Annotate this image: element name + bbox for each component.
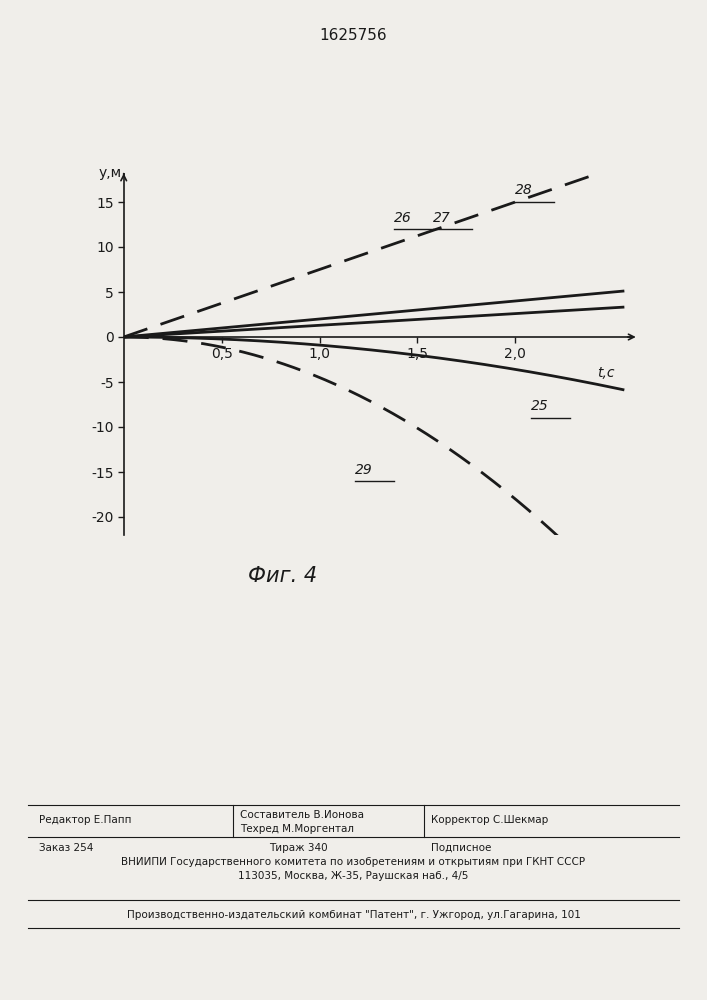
Text: t,с: t,с: [597, 366, 615, 380]
Text: Фиг. 4: Фиг. 4: [248, 566, 317, 586]
Text: 29: 29: [355, 462, 373, 477]
Text: Заказ 254: Заказ 254: [39, 843, 93, 853]
Text: Подписное: Подписное: [431, 843, 491, 853]
Text: Производственно-издательский комбинат "Патент", г. Ужгород, ул.Гагарина, 101: Производственно-издательский комбинат "П…: [127, 910, 580, 920]
Text: ВНИИПИ Государственного комитета по изобретениям и открытиям при ГКНТ СССР
11303: ВНИИПИ Государственного комитета по изоб…: [122, 857, 585, 881]
Text: 1625756: 1625756: [320, 28, 387, 43]
Text: 28: 28: [515, 184, 533, 198]
Text: Составитель В.Ионова
Техред М.Моргентал: Составитель В.Ионова Техред М.Моргентал: [240, 810, 364, 834]
Text: y,м: y,м: [98, 165, 122, 180]
Text: Редактор Е.Папп: Редактор Е.Папп: [39, 815, 132, 825]
Text: 27: 27: [433, 211, 451, 225]
Text: Тираж 340: Тираж 340: [269, 843, 327, 853]
Text: Корректор С.Шекмар: Корректор С.Шекмар: [431, 815, 549, 825]
Text: 26: 26: [394, 211, 411, 225]
Text: 25: 25: [531, 399, 549, 414]
